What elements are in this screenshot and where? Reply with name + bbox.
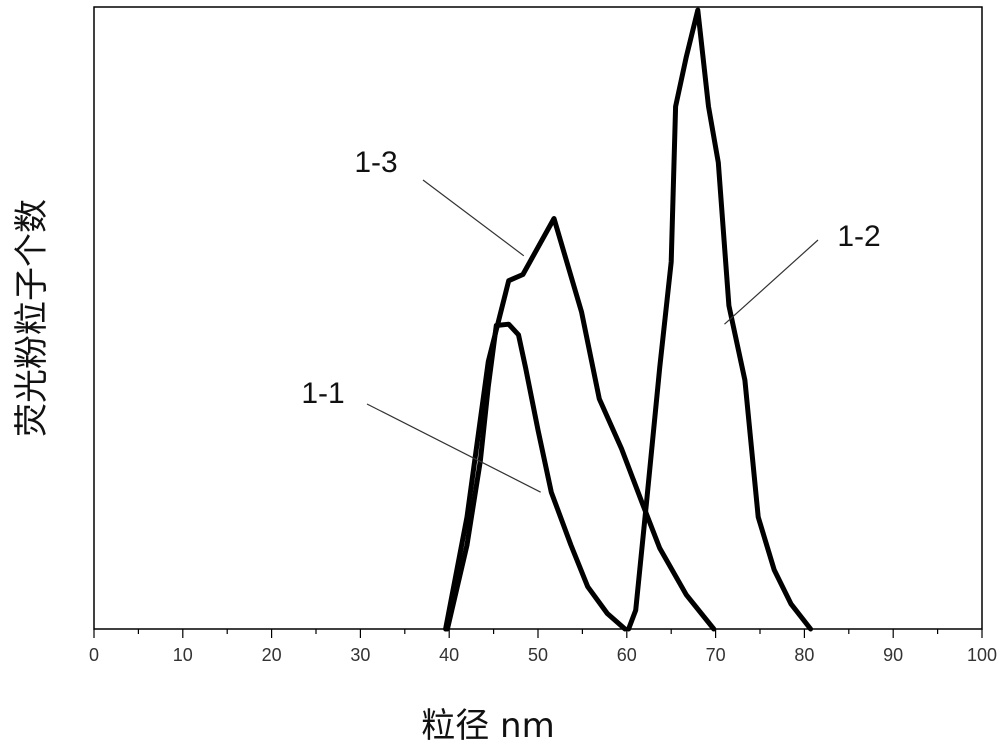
x-axis: 0 10 20 30 40 50 60 70 80 90 100	[89, 629, 997, 665]
plot-frame	[93, 6, 983, 630]
x-tick-label: 100	[967, 645, 997, 665]
series-layer	[443, 7, 814, 632]
x-tick-label: 80	[794, 645, 814, 665]
x-tick-label: 0	[89, 645, 99, 665]
annotation-leader-1-3	[422, 179, 525, 257]
series-line-1-2	[626, 7, 814, 632]
x-tick-label: 60	[617, 645, 637, 665]
annotation-label-1-1: 1-1	[301, 377, 344, 410]
x-tick-label: 40	[439, 645, 459, 665]
annotation-label-1-3: 1-3	[354, 146, 397, 179]
annotation-leader-1-2	[724, 239, 819, 325]
series-line-1-1	[444, 321, 628, 632]
annotation-layer: 1-1 1-2 1-3	[301, 146, 881, 493]
series-line-1-3	[443, 216, 717, 632]
x-tick-label: 20	[262, 645, 282, 665]
x-tick-label: 90	[883, 645, 903, 665]
annotation-label-1-2: 1-2	[837, 220, 880, 253]
x-tick-label: 10	[173, 645, 193, 665]
y-axis-label: 荧光粉粒子个数	[12, 199, 52, 437]
x-axis-label: 粒径 nm	[421, 706, 554, 746]
x-tick-label: 50	[528, 645, 548, 665]
annotation-leader-1-1	[366, 403, 541, 493]
x-tick-label: 70	[706, 645, 726, 665]
x-tick-label: 30	[350, 645, 370, 665]
